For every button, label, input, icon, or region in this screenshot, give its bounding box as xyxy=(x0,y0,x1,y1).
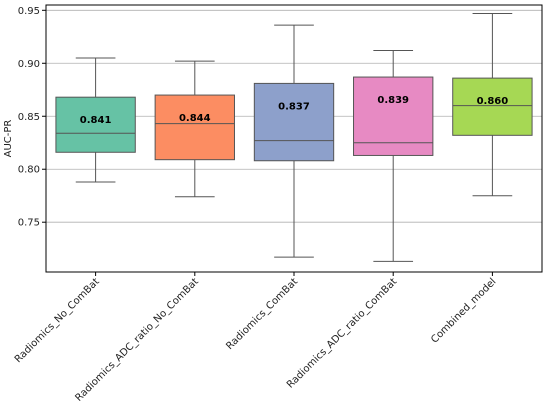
x-tick-label: Combined_model xyxy=(429,276,498,345)
axes: 0.750.800.850.900.95Radiomics_No_ComBatR… xyxy=(13,6,499,404)
mean-value-label: 0.837 xyxy=(278,101,310,112)
y-tick-label: 0.95 xyxy=(18,6,40,17)
box-group: 0.860 xyxy=(452,12,533,197)
box-group: 0.844 xyxy=(154,60,235,198)
box-group: 0.841 xyxy=(55,57,136,183)
x-tick-label: Radiomics_No_ComBat xyxy=(13,276,102,365)
iqr-box xyxy=(353,76,434,156)
y-axis-label: AUC-PR xyxy=(3,120,14,158)
y-tick-label: 0.80 xyxy=(18,165,40,176)
box-group: 0.837 xyxy=(253,24,335,258)
mean-value-label: 0.839 xyxy=(377,95,409,106)
mean-value-label: 0.841 xyxy=(80,115,112,126)
iqr-box xyxy=(253,82,335,162)
box-group: 0.839 xyxy=(353,50,434,262)
mean-value-label: 0.860 xyxy=(477,96,509,107)
x-tick-label: Radiomics_ComBat xyxy=(224,276,300,352)
boxes: 0.841 0.844 0.837 0.839 0.860 xyxy=(55,12,533,262)
iqr-box xyxy=(55,96,136,153)
y-tick-label: 0.90 xyxy=(18,59,40,70)
iqr-box xyxy=(452,77,533,136)
x-tick-label: Radiomics_ADC_ratio_ComBat xyxy=(285,276,399,390)
x-tick-label: Radiomics_ADC_ratio_No_ComBat xyxy=(73,276,201,404)
y-tick-label: 0.75 xyxy=(18,218,40,229)
y-tick-label: 0.85 xyxy=(18,112,40,123)
mean-value-label: 0.844 xyxy=(179,113,211,124)
iqr-box xyxy=(154,94,235,161)
